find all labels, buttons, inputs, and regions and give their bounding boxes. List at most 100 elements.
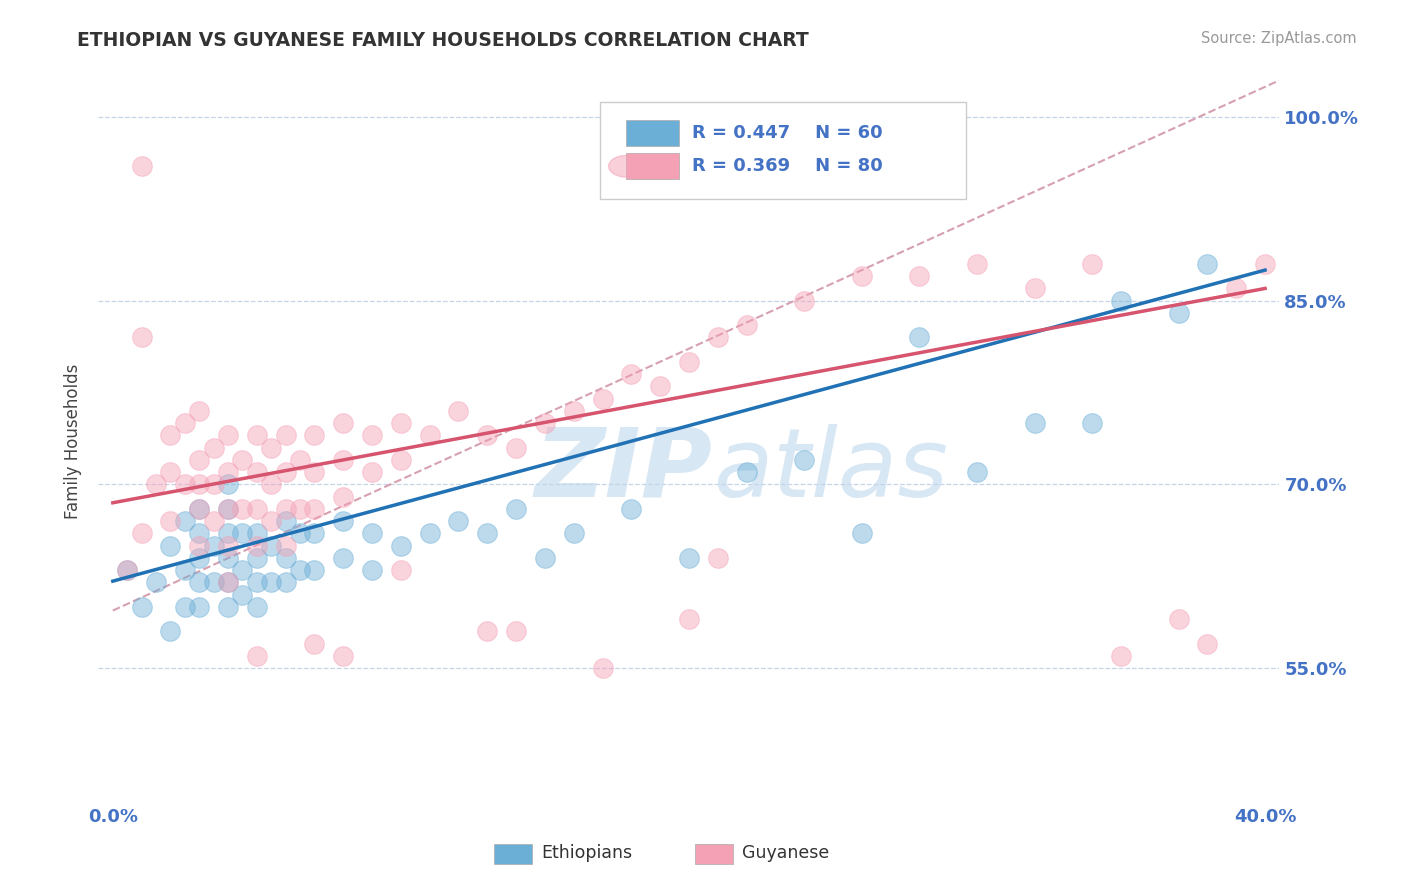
Point [159,514,181,528]
Point [966,465,988,479]
Point [1225,281,1247,295]
Point [304,428,326,442]
Point [115,563,138,577]
Point [288,563,311,577]
Point [332,550,354,565]
Point [1081,416,1104,430]
Point [361,428,384,442]
Point [188,453,211,467]
Point [332,514,354,528]
Point [217,428,239,442]
Point [332,648,354,663]
Point [145,575,167,590]
Point [188,502,211,516]
Text: Guyanese: Guyanese [742,845,830,863]
Point [274,550,297,565]
Text: Ethiopians: Ethiopians [541,845,633,863]
Point [188,526,211,541]
Point [1167,306,1189,320]
Point [735,318,758,333]
Point [1024,281,1046,295]
Point [562,526,585,541]
Point [851,526,873,541]
Point [260,441,283,455]
Point [505,502,527,516]
Point [217,550,239,565]
Point [678,550,700,565]
Point [188,404,211,418]
Point [274,428,297,442]
Point [217,539,239,553]
Point [188,477,211,491]
Text: atlas: atlas [713,424,948,517]
Point [534,416,557,430]
Text: R = 0.369    N = 80: R = 0.369 N = 80 [693,157,883,175]
Point [217,526,239,541]
Point [231,526,253,541]
Point [246,575,269,590]
Point [274,539,297,553]
Point [361,465,384,479]
Point [246,502,269,516]
Y-axis label: Family Households: Family Households [65,364,83,519]
Point [534,550,557,565]
Point [650,379,672,393]
FancyBboxPatch shape [600,102,966,200]
Point [592,392,614,406]
Point [288,526,311,541]
Point [620,367,643,381]
Point [706,550,728,565]
Point [173,563,195,577]
Point [115,563,138,577]
Point [173,599,195,614]
Point [246,599,269,614]
Point [246,465,269,479]
Point [1109,648,1132,663]
Point [288,453,311,467]
Point [735,465,758,479]
Point [678,612,700,626]
Point [260,539,283,553]
Point [217,502,239,516]
Point [202,514,225,528]
Circle shape [609,155,644,178]
Point [332,490,354,504]
Point [217,575,239,590]
Point [246,428,269,442]
Point [131,330,153,344]
Point [304,465,326,479]
Point [217,575,239,590]
Point [131,599,153,614]
Point [678,355,700,369]
Point [447,514,470,528]
Point [173,477,195,491]
Point [231,588,253,602]
Point [620,502,643,516]
Point [173,416,195,430]
Point [1081,257,1104,271]
Point [1197,257,1219,271]
Point [288,502,311,516]
Point [159,465,181,479]
Point [217,477,239,491]
Point [1167,612,1189,626]
Point [274,465,297,479]
Point [908,269,931,284]
Point [793,293,815,308]
Point [361,563,384,577]
Point [419,526,441,541]
Point [477,428,499,442]
Point [908,330,931,344]
Point [188,599,211,614]
Point [1254,257,1277,271]
Point [246,648,269,663]
Point [202,477,225,491]
Text: R = 0.447    N = 60: R = 0.447 N = 60 [693,124,883,142]
Point [260,575,283,590]
Point [188,502,211,516]
Point [419,428,441,442]
Point [159,428,181,442]
Point [131,526,153,541]
Point [260,514,283,528]
Point [389,416,412,430]
